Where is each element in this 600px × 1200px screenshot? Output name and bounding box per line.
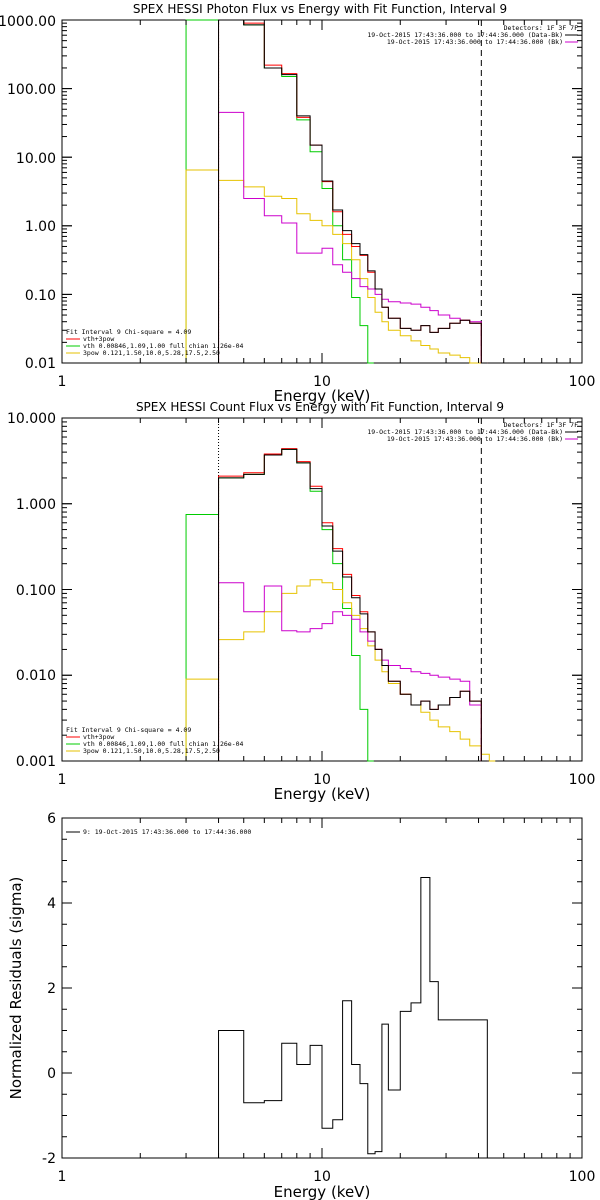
- y-tick-label: 0.010: [16, 668, 56, 684]
- fit-legend-title: Fit Interval 9 Chi-square = 4.09: [66, 726, 191, 734]
- series-data-bk: [218, 448, 488, 762]
- y-tick-label: 1.000: [16, 497, 56, 513]
- axis-ticks: [61, 817, 583, 1159]
- panel-residuals: -2 0 2 4 6 1 10 100 Energy (keV) Normali…: [7, 811, 595, 1200]
- y-tick-label: 0.100: [16, 583, 56, 599]
- y-tick-label: 0.01: [25, 356, 56, 372]
- y-tick-label: 4: [47, 896, 56, 912]
- x-axis-label: Energy (keV): [274, 387, 371, 405]
- x-tick-label: 100: [569, 1169, 596, 1185]
- x-tick-label: 10: [313, 374, 331, 390]
- legend-entry: vth+3pow: [83, 733, 114, 741]
- panel-count-flux: SPEX HESSI Count Flux vs Energy with Fit…: [7, 400, 595, 803]
- axis-ticks: [61, 417, 583, 762]
- x-tick-label: 10: [313, 772, 331, 788]
- series-lines: [218, 877, 488, 1158]
- y-tick-label: 10.000: [7, 411, 56, 427]
- y-tick-label: 0: [47, 1066, 56, 1082]
- y-tick-label: 1.00: [25, 219, 56, 235]
- x-tick-label: 1: [58, 1169, 67, 1185]
- legend-entry: 3pow 0.121,1.50,10.0,5.28,17.5,2.50: [83, 349, 220, 357]
- y-tick-label: 1000.00: [0, 14, 56, 30]
- detectors-annotation: Detectors: 1F 3F 7F: [504, 24, 578, 32]
- x-axis-label: Energy (keV): [274, 785, 371, 803]
- bk-annotation: 19-Oct-2015 17:43:36.000 to 17:44:36.000…: [387, 38, 563, 46]
- legend-entry: 9: 19-Oct-2015 17:43:36.000 to 17:44:36.…: [83, 828, 251, 836]
- x-tick-label: 1: [58, 772, 67, 788]
- legend-entry: vth 0.00846,1.09,1.00 full chian 1.26e-0…: [83, 342, 244, 350]
- bk-annotation: 19-Oct-2015 17:43:36.000 to 17:44:36.000…: [387, 435, 563, 443]
- series-data-bk: [218, 19, 488, 364]
- chart-title: SPEX HESSI Photon Flux vs Energy with Fi…: [133, 2, 507, 16]
- plot-frame: [61, 19, 583, 364]
- y-tick-label: 100.00: [7, 82, 56, 98]
- detectors-annotation: Detectors: 1F 3F 7F: [504, 421, 578, 429]
- x-tick-label: 100: [569, 772, 596, 788]
- data-bk-annotation: 19-Oct-2015 17:43:36.000 to 17:44:36.000…: [367, 31, 563, 39]
- series-vth-3pow: [218, 448, 488, 762]
- series-residuals: [218, 877, 488, 1158]
- y-tick-label: 2: [47, 981, 56, 997]
- series-bk: [218, 582, 488, 762]
- series-lines: [185, 418, 496, 762]
- plot-frame: [61, 417, 583, 762]
- series-vth: [185, 19, 374, 364]
- y-tick-label: -2: [42, 1151, 56, 1167]
- series-vth-3pow: [218, 19, 488, 364]
- series-lines: [185, 19, 488, 364]
- y-tick-label: 0.001: [16, 754, 56, 770]
- y-tick-label: 6: [47, 811, 56, 827]
- fit-legend-title: Fit Interval 9 Chi-square = 4.09: [66, 328, 191, 336]
- series-3pow: [185, 169, 488, 364]
- series-3pow: [185, 579, 496, 762]
- axis-ticks: [61, 19, 583, 364]
- x-axis-label: Energy (keV): [274, 1183, 371, 1200]
- y-axis-label: Normalized Residuals (sigma): [7, 877, 25, 1100]
- x-tick-label: 100: [569, 374, 596, 390]
- data-bk-annotation: 19-Oct-2015 17:43:36.000 to 17:44:36.000…: [367, 428, 563, 436]
- series-bk: [218, 111, 488, 364]
- y-tick-labels: 0.01 0.10 1.00 10.00 100.00 1000.00: [0, 14, 56, 372]
- series-vth: [185, 448, 374, 762]
- legend-entry: vth 0.00846,1.09,1.00 full chian 1.26e-0…: [83, 740, 244, 748]
- y-tick-label: 0.10: [25, 288, 56, 304]
- chart-title: SPEX HESSI Count Flux vs Energy with Fit…: [136, 400, 504, 414]
- legend-entry: 3pow 0.121,1.50,10.0,5.28,17.5,2.50: [83, 747, 220, 755]
- panel-photon-flux: SPEX HESSI Photon Flux vs Energy with Fi…: [0, 2, 595, 405]
- x-tick-label: 10: [313, 1169, 331, 1185]
- x-tick-label: 1: [58, 374, 67, 390]
- y-tick-label: 10.00: [16, 151, 56, 167]
- legend-entry: vth+3pow: [83, 335, 114, 343]
